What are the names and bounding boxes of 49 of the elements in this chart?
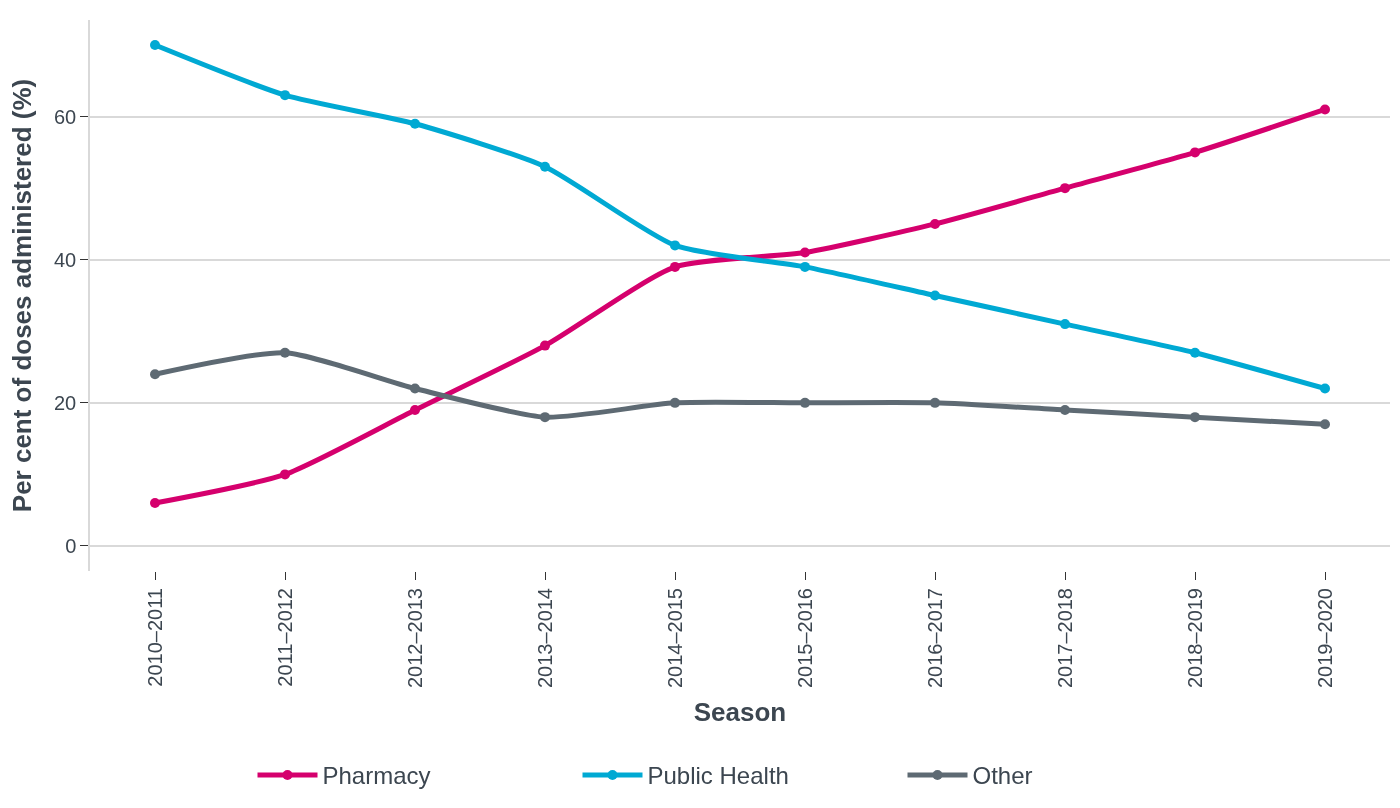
point bbox=[540, 161, 550, 172]
x-tick-label: 2016–2017 bbox=[923, 588, 946, 689]
legend-label: Other bbox=[972, 762, 1033, 790]
point bbox=[800, 261, 810, 272]
point bbox=[1320, 104, 1330, 115]
point bbox=[1060, 183, 1070, 194]
point bbox=[150, 40, 160, 51]
point bbox=[150, 498, 160, 509]
y-tick-label: 40 bbox=[54, 248, 77, 271]
legend-label: Public Health bbox=[647, 762, 789, 790]
point bbox=[150, 369, 160, 380]
point bbox=[670, 397, 680, 408]
point bbox=[1060, 319, 1070, 330]
point bbox=[930, 290, 940, 301]
x-tick-label: 2011–2012 bbox=[273, 588, 296, 687]
point bbox=[1190, 147, 1200, 158]
point bbox=[410, 118, 420, 129]
x-tick-label: 2014–2015 bbox=[663, 588, 686, 689]
x-tick-label: 2018–2019 bbox=[1183, 588, 1206, 689]
y-axis-title: Per cent of doses administered (%) bbox=[6, 78, 37, 513]
point bbox=[410, 383, 420, 394]
legend-label: Pharmacy bbox=[322, 762, 431, 790]
y-tick-label: 60 bbox=[54, 105, 77, 128]
x-tick-label: 2012–2013 bbox=[403, 588, 426, 689]
point bbox=[1320, 383, 1330, 394]
y-tick-label: 0 bbox=[65, 534, 77, 557]
point bbox=[540, 412, 550, 423]
x-tick-label: 2019–2020 bbox=[1313, 588, 1336, 689]
point bbox=[930, 218, 940, 229]
point bbox=[280, 347, 290, 358]
x-tick-label: 2013–2014 bbox=[533, 588, 556, 689]
point bbox=[930, 397, 940, 408]
point bbox=[800, 397, 810, 408]
x-axis-title: Season bbox=[693, 696, 787, 727]
point bbox=[280, 469, 290, 480]
x-tick-label: 2010–2011 bbox=[143, 588, 166, 687]
point bbox=[670, 261, 680, 272]
y-tick-label: 20 bbox=[54, 391, 77, 414]
point bbox=[410, 404, 420, 415]
point bbox=[280, 90, 290, 101]
x-tick-label: 2017–2018 bbox=[1053, 588, 1076, 689]
point bbox=[670, 240, 680, 251]
point bbox=[540, 340, 550, 351]
point bbox=[800, 247, 810, 258]
point bbox=[1190, 412, 1200, 423]
point bbox=[1060, 404, 1070, 415]
point bbox=[1320, 419, 1330, 430]
point bbox=[1190, 347, 1200, 358]
x-tick-label: 2015–2016 bbox=[793, 588, 816, 689]
